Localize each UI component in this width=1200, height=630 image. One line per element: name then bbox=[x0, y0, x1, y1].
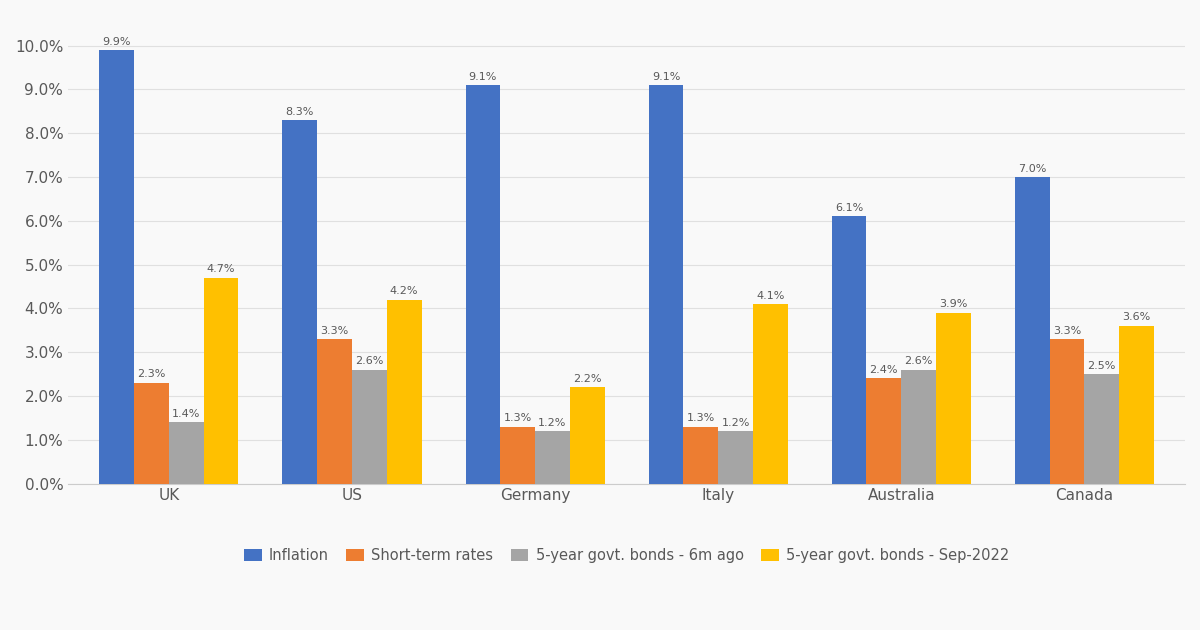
Text: 2.3%: 2.3% bbox=[137, 369, 166, 379]
Bar bbox=[466, 85, 500, 484]
Text: 2.6%: 2.6% bbox=[905, 356, 932, 366]
Text: 1.2%: 1.2% bbox=[539, 418, 566, 428]
Bar bbox=[901, 370, 936, 484]
Bar bbox=[317, 339, 352, 484]
Bar bbox=[648, 85, 683, 484]
Text: 4.2%: 4.2% bbox=[390, 286, 419, 296]
Bar bbox=[1085, 374, 1120, 484]
Text: 3.3%: 3.3% bbox=[320, 326, 349, 336]
Text: 1.2%: 1.2% bbox=[721, 418, 750, 428]
Text: 2.5%: 2.5% bbox=[1087, 360, 1116, 370]
Bar bbox=[936, 312, 971, 484]
Bar bbox=[535, 431, 570, 484]
Text: 2.6%: 2.6% bbox=[355, 356, 384, 366]
Text: 2.2%: 2.2% bbox=[574, 374, 601, 384]
Bar bbox=[282, 120, 317, 484]
Bar bbox=[832, 217, 866, 484]
Text: 9.9%: 9.9% bbox=[102, 37, 131, 47]
Bar bbox=[204, 278, 239, 484]
Bar bbox=[1050, 339, 1085, 484]
Text: 3.6%: 3.6% bbox=[1122, 312, 1151, 323]
Text: 3.3%: 3.3% bbox=[1052, 326, 1081, 336]
Bar bbox=[500, 427, 535, 484]
Bar bbox=[169, 422, 204, 484]
Text: 2.4%: 2.4% bbox=[870, 365, 898, 375]
Text: 1.3%: 1.3% bbox=[686, 413, 715, 423]
Bar bbox=[352, 370, 386, 484]
Text: 1.3%: 1.3% bbox=[504, 413, 532, 423]
Bar bbox=[1015, 177, 1050, 484]
Legend: Inflation, Short-term rates, 5-year govt. bonds - 6m ago, 5-year govt. bonds - S: Inflation, Short-term rates, 5-year govt… bbox=[239, 542, 1015, 569]
Text: 3.9%: 3.9% bbox=[940, 299, 967, 309]
Bar bbox=[100, 50, 134, 484]
Text: 4.1%: 4.1% bbox=[756, 290, 785, 301]
Text: 1.4%: 1.4% bbox=[172, 409, 200, 419]
Bar bbox=[752, 304, 787, 484]
Text: 8.3%: 8.3% bbox=[286, 106, 314, 117]
Text: 4.7%: 4.7% bbox=[206, 264, 235, 274]
Bar bbox=[718, 431, 752, 484]
Text: 7.0%: 7.0% bbox=[1018, 164, 1046, 173]
Bar bbox=[866, 379, 901, 484]
Bar bbox=[134, 383, 169, 484]
Bar bbox=[386, 300, 421, 484]
Bar bbox=[683, 427, 718, 484]
Bar bbox=[570, 387, 605, 484]
Text: 9.1%: 9.1% bbox=[652, 72, 680, 81]
Text: 9.1%: 9.1% bbox=[469, 72, 497, 81]
Text: 6.1%: 6.1% bbox=[835, 203, 863, 213]
Bar bbox=[1120, 326, 1154, 484]
